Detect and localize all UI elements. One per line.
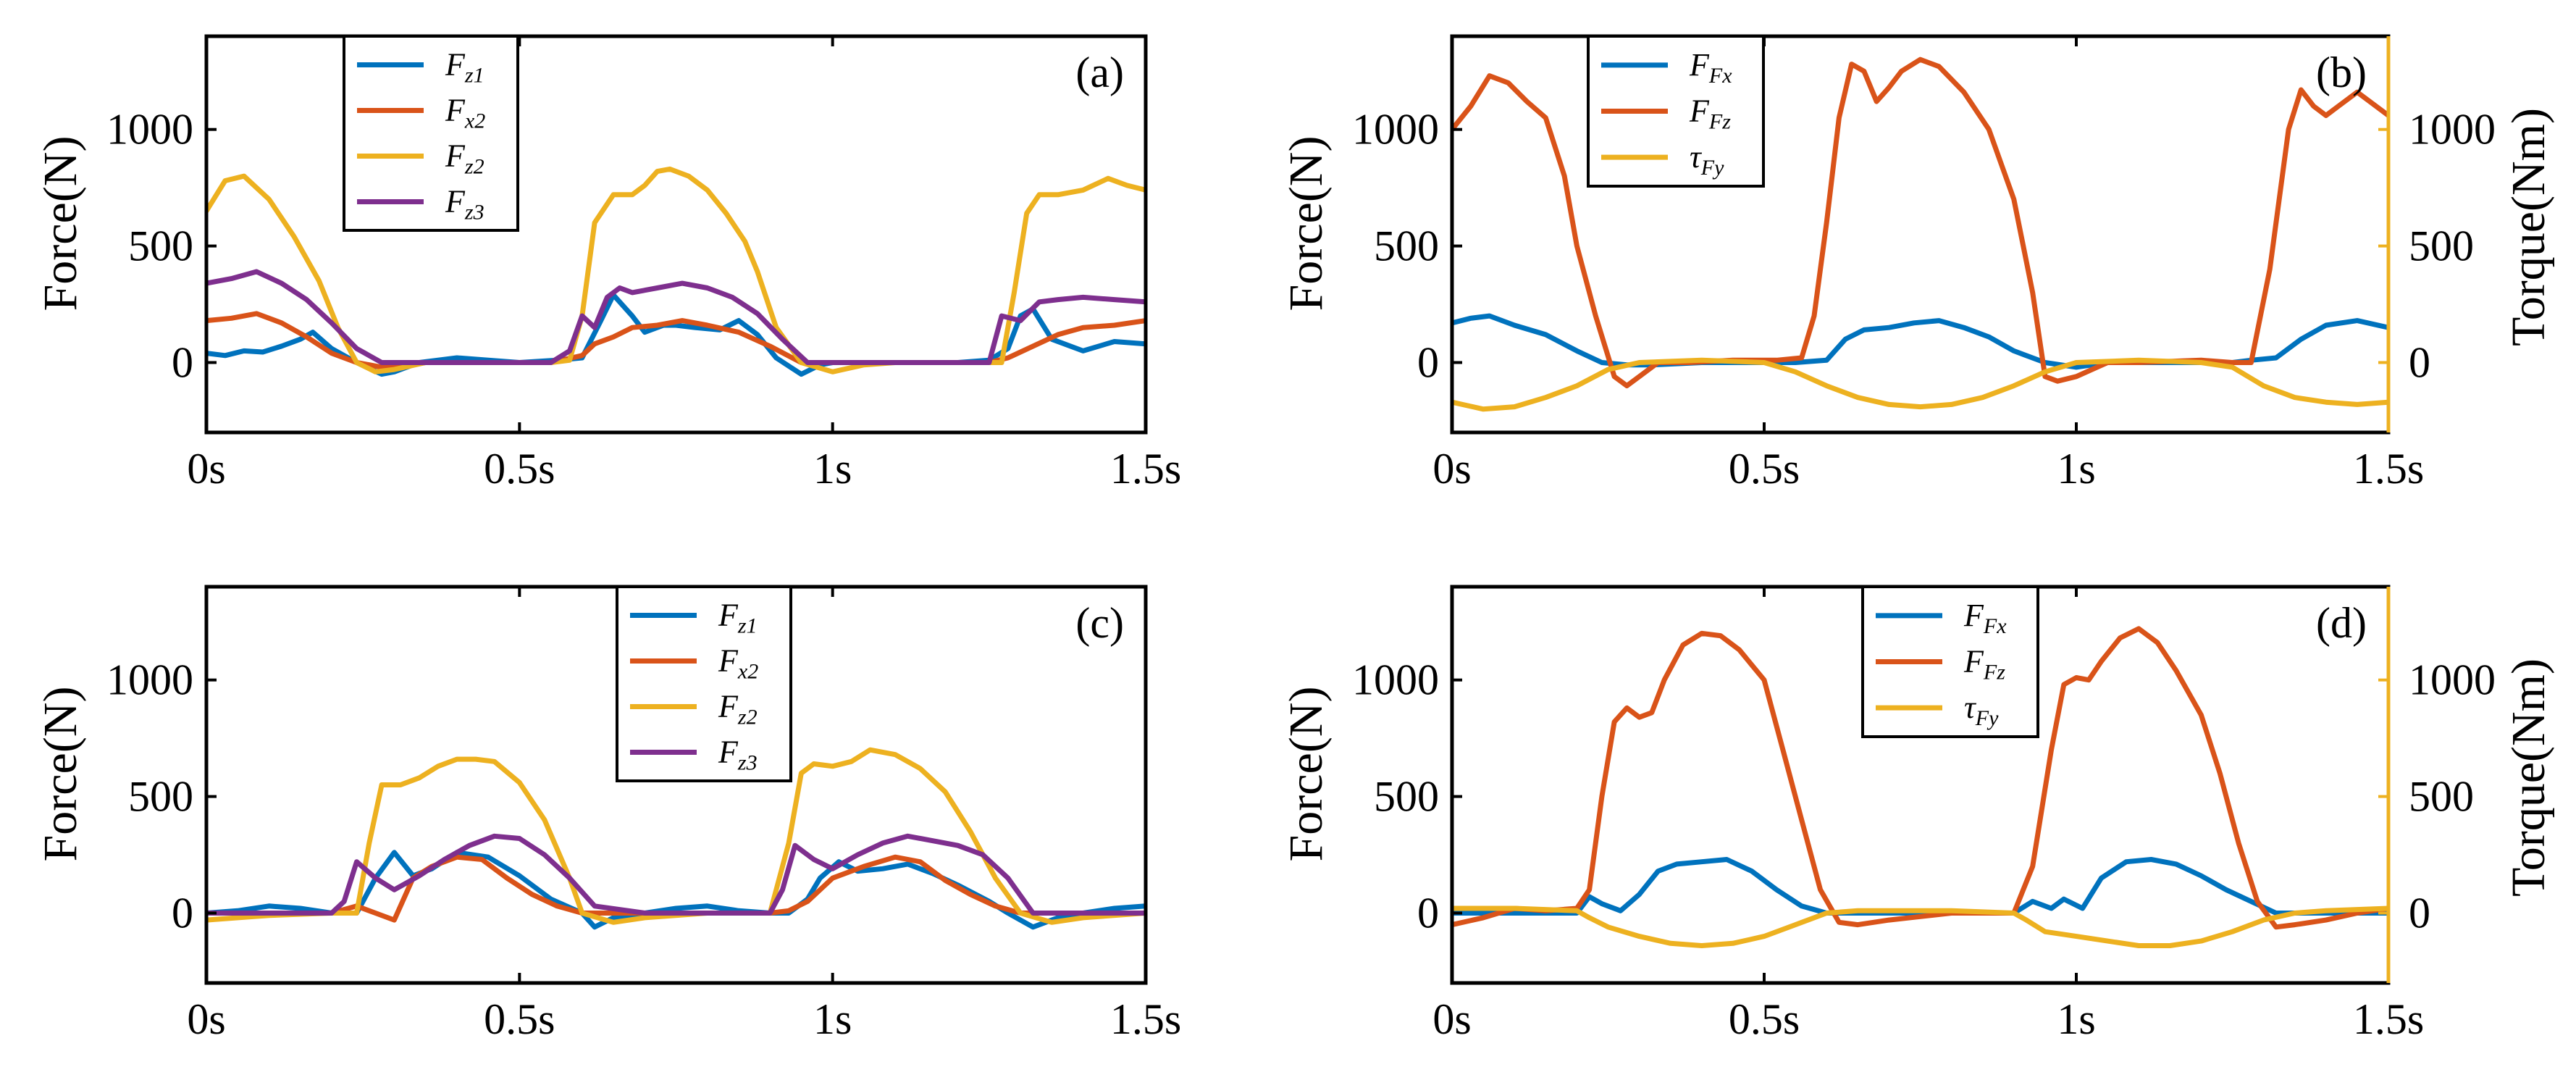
y-tick-label: 0 [172, 889, 193, 937]
series-line-z2 [206, 166, 1146, 375]
legend: Fz1 Fx2 Fz2 Fz3 [343, 35, 519, 232]
x-tick-label: 0.5s [1729, 995, 1800, 1043]
y-axis-label: Force(N) [1280, 136, 1333, 311]
y2-tick-label: 0 [2409, 338, 2430, 386]
series-line-fy [1452, 357, 2388, 412]
y2-tick-label: 500 [2409, 222, 2474, 270]
x-tick-label: 1s [813, 995, 852, 1043]
x-tick-label: 1s [2057, 445, 2095, 493]
panel-label: (a) [1075, 49, 1124, 96]
y-tick-label: 500 [128, 773, 193, 821]
series-line-fy [1452, 905, 2388, 948]
panel-label: (c) [1075, 599, 1124, 647]
y-tick-label: 0 [172, 338, 193, 386]
y-tick-label: 1000 [1352, 106, 1439, 154]
legend-entry-fy: τFy [1690, 139, 1724, 180]
y-tick-label: 1000 [1352, 656, 1439, 704]
x-tick-label: 1s [2057, 995, 2095, 1043]
y-axis-label: Force(N) [1280, 687, 1333, 862]
x-tick-label: 0.5s [484, 995, 555, 1043]
series-group [206, 166, 1146, 377]
y-tick-label: 500 [128, 222, 193, 270]
y-tick-label: 0 [1417, 889, 1439, 937]
legend-entry-z3: Fz3 [718, 735, 758, 775]
y-tick-label: 1000 [106, 106, 193, 154]
x-tick-label: 1.5s [2353, 995, 2424, 1043]
legend-entry-z1: Fz1 [718, 598, 758, 638]
legend-box [343, 35, 519, 232]
x-tick-label: 0s [187, 995, 225, 1043]
series-line-z3 [206, 833, 1146, 916]
series-line-fz [1452, 57, 2388, 389]
legend-entry-x2: Fx2 [718, 643, 758, 684]
y2-axis-label: Torque(Nm) [2502, 108, 2555, 346]
legend: Fz1 Fx2 Fz2 Fz3 [616, 585, 792, 782]
y-tick-label: 1000 [106, 656, 193, 704]
series-line-x2 [206, 311, 1146, 370]
x-tick-label: 0.5s [1729, 445, 1800, 493]
series-line-fz [1452, 626, 2388, 930]
x-tick-label: 1.5s [1110, 445, 1181, 493]
legend-entry-fz: FFz [1963, 644, 2005, 685]
legend-entry-z3: Fz3 [445, 184, 484, 225]
x-tick-label: 0s [1432, 995, 1471, 1043]
legend-entry-fz: FFz [1689, 93, 1731, 134]
y2-tick-label: 0 [2409, 889, 2430, 937]
panel-c: 0s 0.5s 1s 1.5s 0 500 1000 Force(N) (c) Fz1 Fx2 Fz2… [34, 585, 1181, 1043]
y2-tick-label: 1000 [2409, 106, 2496, 154]
y2-axis-label: Torque(Nm) [2502, 658, 2555, 897]
legend-box [616, 585, 792, 782]
y-axis-label: Force(N) [34, 687, 87, 862]
axes-box [204, 34, 1148, 435]
legend-entry-fx: FFx [1689, 47, 1732, 88]
y-tick-label: 500 [1374, 222, 1439, 270]
x-tick-label: 1s [813, 445, 852, 493]
series-group [1452, 626, 2388, 948]
legend-entry-z1: Fz1 [445, 47, 484, 88]
legend-entry-fy: τFy [1964, 690, 1999, 730]
legend-entry-z2: Fz2 [445, 138, 484, 179]
series-line-z2 [206, 747, 1146, 925]
panel-label: (b) [2316, 49, 2367, 96]
y2-tick-label: 500 [2409, 773, 2474, 821]
x-tick-label: 0s [187, 445, 225, 493]
legend: FFx FFz τFy [1587, 35, 1765, 188]
legend-entry-z2: Fz2 [718, 689, 758, 729]
y2-tick-label: 1000 [2409, 656, 2496, 704]
legend-entry-fx: FFx [1963, 598, 2007, 638]
y-axis-label: Force(N) [34, 136, 87, 311]
x-tick-label: 0s [1432, 445, 1471, 493]
panel-a: 0s 0.5s 1s 1.5s 0 500 1000 Force(N) (a) Fz1 Fx2 Fz2… [34, 34, 1181, 493]
y-tick-label: 0 [1417, 338, 1439, 386]
panel-label: (d) [2316, 599, 2367, 647]
y-tick-label: 500 [1374, 773, 1439, 821]
x-tick-label: 0.5s [484, 445, 555, 493]
series-group [1452, 57, 2388, 412]
legend-entry-x2: Fx2 [445, 93, 485, 133]
series-group [206, 747, 1146, 930]
legend: FFx FFz τFy [1861, 585, 2039, 738]
x-tick-label: 1.5s [2353, 445, 2424, 493]
x-tick-label: 1.5s [1110, 995, 1181, 1043]
series-line-z3 [206, 269, 1146, 365]
